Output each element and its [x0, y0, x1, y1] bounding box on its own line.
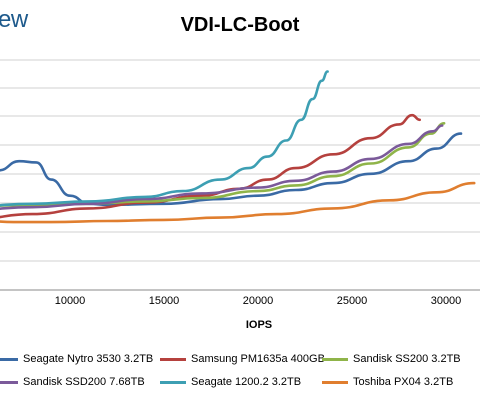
- legend-label: Sandisk SS200 3.2TB: [353, 353, 461, 365]
- legend-item: Seagate Nytro 3530 3.2TB: [0, 353, 153, 365]
- series-line-0: [0, 132, 463, 207]
- chart-legend: Seagate Nytro 3530 3.2TB Samsung PM1635a …: [0, 343, 480, 401]
- x-tick-label: 25000: [337, 295, 368, 307]
- line-chart: 10000 15000 20000 25000 30000 IOPS: [0, 59, 480, 331]
- x-axis-title: IOPS: [246, 319, 272, 331]
- legend-item: Seagate 1200.2 3.2TB: [160, 376, 301, 388]
- legend-swatch: [0, 380, 18, 384]
- series-line-5: [0, 181, 476, 224]
- legend-item: Toshiba PX04 3.2TB: [322, 376, 453, 388]
- legend-label: Sandisk SSD200 7.68TB: [23, 376, 145, 388]
- series-line-4: [0, 70, 329, 207]
- series-lines: [0, 70, 476, 224]
- x-tick-label: 15000: [149, 295, 180, 307]
- legend-swatch: [322, 380, 348, 384]
- series-line-3: [0, 124, 444, 210]
- series-line-1: [0, 113, 421, 219]
- legend-label: Toshiba PX04 3.2TB: [353, 376, 454, 388]
- legend-item: Sandisk SS200 3.2TB: [322, 353, 461, 365]
- legend-item: Samsung PM1635a 400GB: [160, 353, 325, 365]
- x-tick-label: 10000: [55, 295, 86, 307]
- legend-label: Samsung PM1635a 400GB: [191, 353, 325, 365]
- legend-label: Seagate Nytro 3530 3.2TB: [23, 353, 154, 365]
- legend-label: Seagate 1200.2 3.2TB: [191, 376, 302, 388]
- legend-swatch: [160, 357, 186, 361]
- legend-swatch: [0, 357, 18, 361]
- brand-logo-text: ew: [0, 6, 28, 33]
- chart-title: VDI-LC-Boot: [180, 14, 300, 36]
- legend-swatch: [160, 380, 186, 384]
- legend-swatch: [322, 357, 348, 361]
- legend-item: Sandisk SSD200 7.68TB: [0, 376, 145, 388]
- x-tick-label: 30000: [431, 295, 462, 307]
- x-tick-labels: 10000 15000 20000 25000 30000: [55, 295, 462, 307]
- x-tick-label: 20000: [243, 295, 274, 307]
